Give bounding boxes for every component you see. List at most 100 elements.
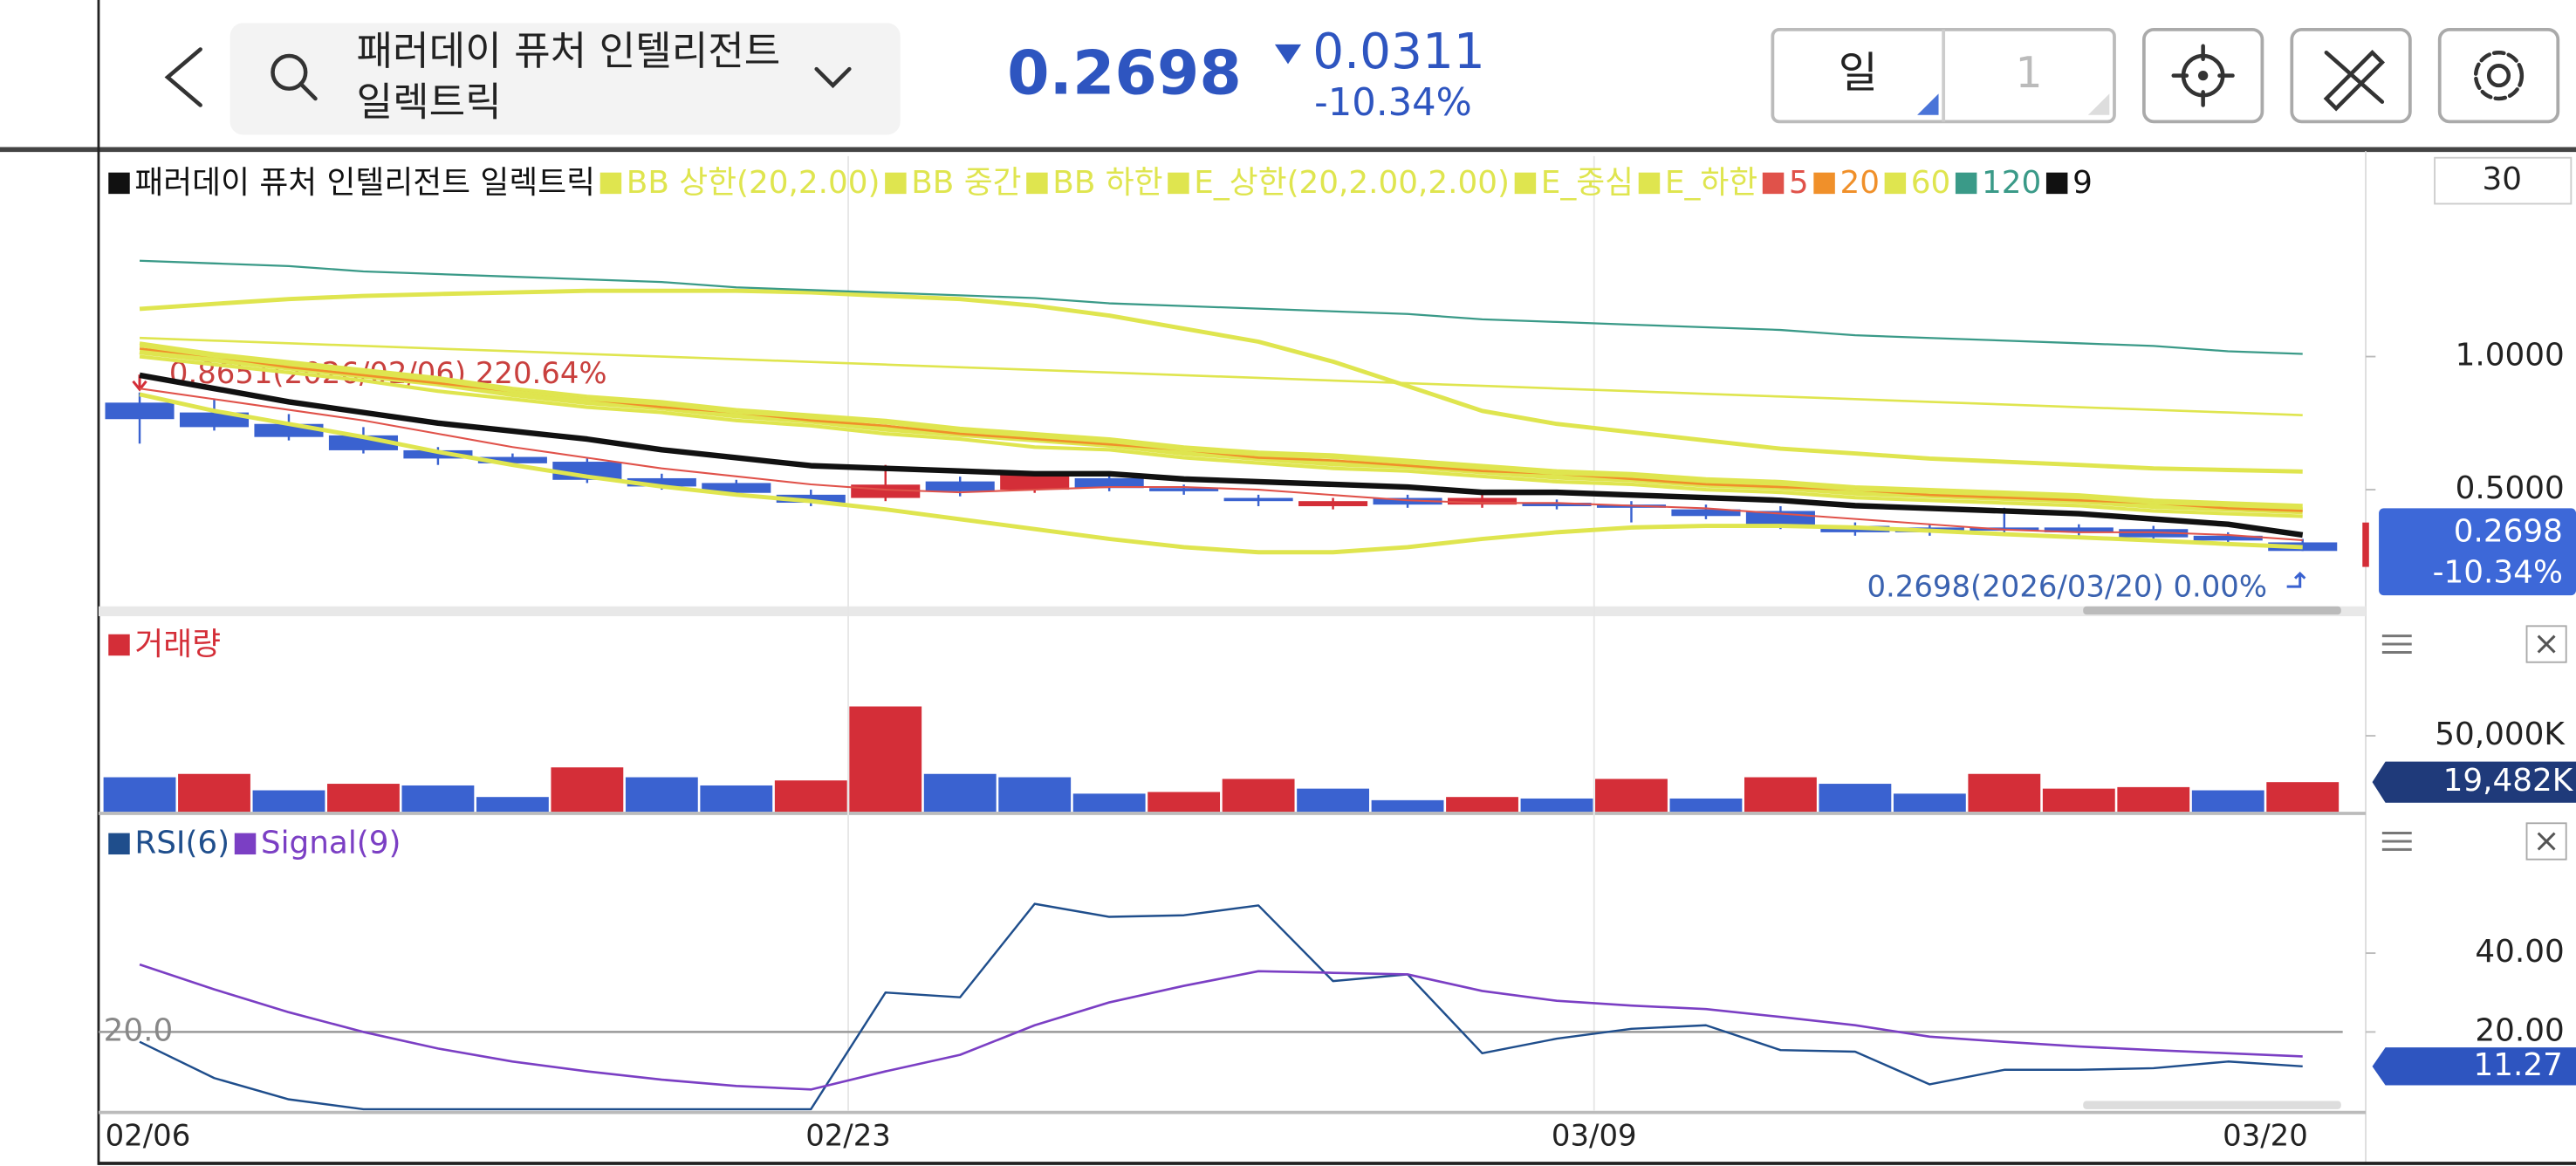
legend-swatch — [1168, 172, 1189, 195]
candle-body — [925, 481, 995, 491]
search-icon — [271, 53, 308, 91]
volume-bar — [1968, 773, 2041, 813]
y-tick-label: 20.00 — [2475, 1012, 2564, 1048]
series-line — [139, 344, 2303, 510]
volume-bar — [1297, 788, 1370, 813]
candle-body — [1373, 497, 1442, 505]
volume-bar — [625, 777, 698, 813]
volume-bar — [1669, 798, 1743, 813]
y-tick-label: 40.00 — [2475, 934, 2564, 970]
volume-bar — [178, 773, 250, 813]
legend-label: 패러데이 퓨처 인텔리전트 일렉트릭 — [134, 165, 595, 201]
stock-name: 일렉트릭 — [357, 79, 502, 125]
dropdown[interactable] — [814, 66, 852, 89]
legend-label: RSI(6) — [134, 826, 230, 861]
volume-bar — [2117, 786, 2190, 813]
volume-bar — [1595, 778, 1668, 813]
legend-label: E_상한(20,2.00,2.00) — [1194, 165, 1510, 201]
candle-body — [1000, 474, 1070, 490]
legend-label: BB 중간 — [911, 165, 1021, 201]
legend-swatch — [885, 172, 907, 195]
last-marker — [2286, 571, 2306, 588]
scrollbar[interactable] — [2083, 606, 2341, 615]
series-line — [139, 902, 2303, 1111]
change-pct: -10.34% — [1314, 81, 1472, 125]
series-line — [139, 288, 2303, 474]
legend-label: 60 — [1911, 165, 1951, 201]
last-annotation: 0.2698(2026/03/20) 0.00% — [1867, 570, 2267, 604]
candle-body — [179, 412, 250, 428]
volume-bar — [774, 780, 847, 813]
legend-swatch — [1813, 172, 1835, 195]
legend-label: Signal(9) — [261, 826, 401, 861]
candle-body — [1671, 509, 1741, 517]
candle-body — [702, 483, 771, 493]
back-button[interactable] — [164, 47, 202, 107]
search-box[interactable] — [230, 23, 901, 135]
volume-bar — [476, 797, 549, 813]
volume-bar — [1893, 793, 1966, 813]
scrollbar[interactable] — [2083, 1101, 2341, 1109]
volume-bar — [103, 777, 176, 813]
candle-body — [1223, 497, 1293, 502]
price-tag-label: 0.2698 — [2454, 514, 2563, 550]
legend-label: 20 — [1840, 165, 1880, 201]
legend-swatch — [108, 833, 130, 855]
series-line — [139, 259, 2303, 355]
period-box-label: 30 — [2483, 161, 2523, 197]
legend-swatch — [234, 833, 257, 855]
series-line — [139, 963, 2303, 1091]
legend-label: 거래량 — [134, 627, 221, 662]
legend-swatch — [108, 172, 130, 195]
series-line — [139, 392, 2303, 555]
legend-label: 120 — [1982, 165, 2041, 201]
value-tag — [2372, 761, 2576, 803]
close-icon — [2537, 832, 2556, 851]
period-button[interactable]: 일 — [1839, 48, 1878, 98]
x-tick-label: 02/23 — [805, 1118, 891, 1152]
gear-icon — [2473, 50, 2525, 101]
candle-body — [776, 494, 846, 504]
legend-swatch — [1884, 172, 1907, 195]
rsi-tag-label: 11.27 — [2474, 1047, 2563, 1083]
x-tick-label: 03/20 — [2223, 1118, 2308, 1152]
search-icon-handle — [298, 81, 318, 101]
volume-bar — [923, 773, 997, 813]
legend-swatch — [1514, 172, 1537, 195]
legend-swatch — [1955, 172, 1977, 195]
candle-body — [1074, 477, 1144, 489]
volume-tag-label: 19,482K — [2443, 763, 2574, 799]
settings-button[interactable] — [2437, 28, 2560, 124]
y-tick-label: 0.5000 — [2456, 470, 2565, 506]
y-tick-label: 50,000K — [2435, 717, 2566, 752]
value-tag — [2372, 1047, 2576, 1086]
candle-body — [2193, 535, 2263, 541]
volume-bar — [551, 767, 624, 813]
candle-body — [1298, 501, 1368, 506]
legend-swatch — [2045, 172, 2068, 195]
price-tag-change: -10.34% — [2433, 555, 2563, 591]
legend-swatch — [1762, 172, 1785, 195]
volume-bar — [998, 777, 1072, 813]
volume-bar — [1148, 792, 1221, 813]
close-button[interactable] — [2525, 822, 2567, 861]
volume-bar — [1744, 777, 1817, 813]
volume-bar — [401, 785, 475, 813]
series-line — [139, 341, 2303, 508]
count-button[interactable]: 1 — [2016, 48, 2043, 98]
volume-bar — [1222, 778, 1295, 813]
candle-body — [1149, 488, 1219, 491]
volume-bar — [2191, 790, 2264, 813]
volume-bar — [1371, 799, 1444, 813]
crosshair-icon — [2197, 70, 2209, 81]
series-line — [139, 372, 2304, 538]
menu-icon[interactable] — [2381, 634, 2412, 851]
x-tick-label: 03/09 — [1552, 1118, 1637, 1152]
legend-label: BB 하한 — [1052, 165, 1162, 201]
period-box[interactable] — [2434, 156, 2573, 205]
volume-bar — [1446, 797, 1518, 813]
candle-body — [105, 402, 175, 420]
legend-swatch — [1026, 172, 1048, 195]
legend-swatch — [599, 172, 622, 195]
